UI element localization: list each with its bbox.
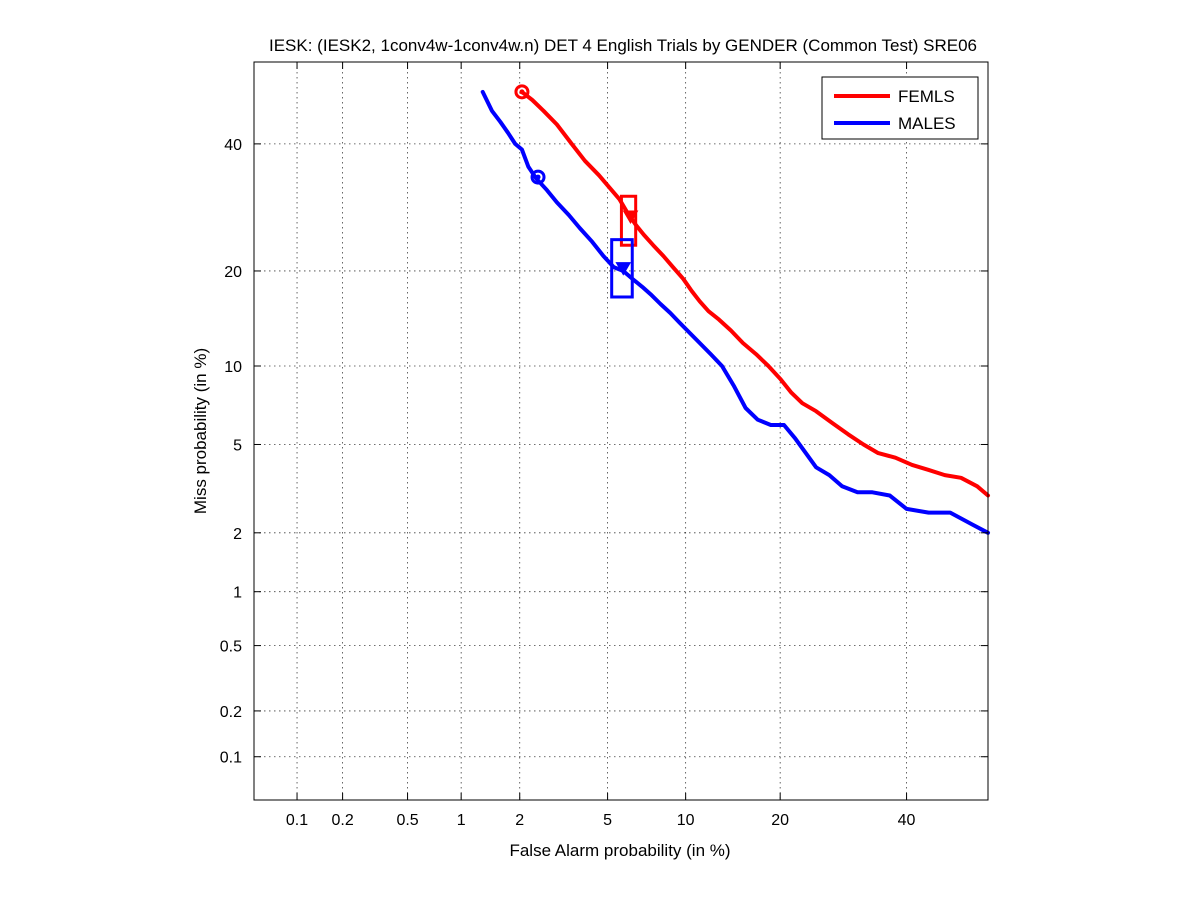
series-line-femls [519, 89, 990, 498]
chart-title: IESK: (IESK2, 1conv4w-1conv4w.n) DET 4 E… [269, 36, 977, 55]
y-tick-label: 0.1 [220, 750, 242, 767]
confidence-box-males [610, 238, 634, 299]
x-tick-label: 0.2 [331, 812, 353, 829]
x-axis-label: False Alarm probability (in %) [509, 841, 730, 860]
series-layer [480, 89, 990, 535]
y-axis-label: Miss probability (in %) [191, 348, 210, 514]
legend: FEMLS MALES [821, 76, 979, 140]
confidence-box-femls [619, 194, 638, 247]
legend-label-femls: FEMLS [898, 87, 955, 106]
y-tick-label: 0.2 [220, 704, 242, 721]
x-tick-layer: 0.1 0.2 0.5 1 2 5 10 20 40 [286, 62, 916, 829]
actual-dcf-triangle-femls [622, 210, 639, 224]
x-tick-label: 2 [515, 812, 524, 829]
x-tick-label: 40 [898, 812, 916, 829]
y-tick-label: 0.5 [220, 639, 242, 656]
min-dcf-circle-femls [514, 84, 530, 100]
actual-dcf-triangle-males [615, 262, 632, 276]
y-tick-layer: 0.1 0.2 0.5 1 2 5 10 20 40 [220, 137, 988, 767]
plot-area-frame [253, 61, 989, 801]
x-tick-label: 0.1 [286, 812, 308, 829]
marker-layer [514, 84, 639, 299]
x-tick-label: 0.5 [396, 812, 418, 829]
legend-box [821, 76, 979, 140]
min-dcf-dot-femls [519, 89, 525, 95]
y-tick-label: 5 [233, 437, 242, 454]
y-tick-label: 40 [224, 137, 242, 154]
x-tick-label: 5 [603, 812, 612, 829]
grid-layer [254, 62, 988, 800]
x-tick-label: 20 [771, 812, 789, 829]
x-tick-label: 1 [457, 812, 466, 829]
y-tick-label: 10 [224, 359, 242, 376]
legend-label-males: MALES [898, 114, 956, 133]
series-line-males [480, 89, 990, 535]
min-dcf-dot-males [535, 174, 541, 180]
y-tick-label: 2 [233, 526, 242, 543]
x-tick-label: 10 [677, 812, 695, 829]
y-tick-label: 20 [224, 264, 242, 281]
min-dcf-circle-males [530, 169, 546, 185]
y-tick-label: 1 [233, 585, 242, 602]
